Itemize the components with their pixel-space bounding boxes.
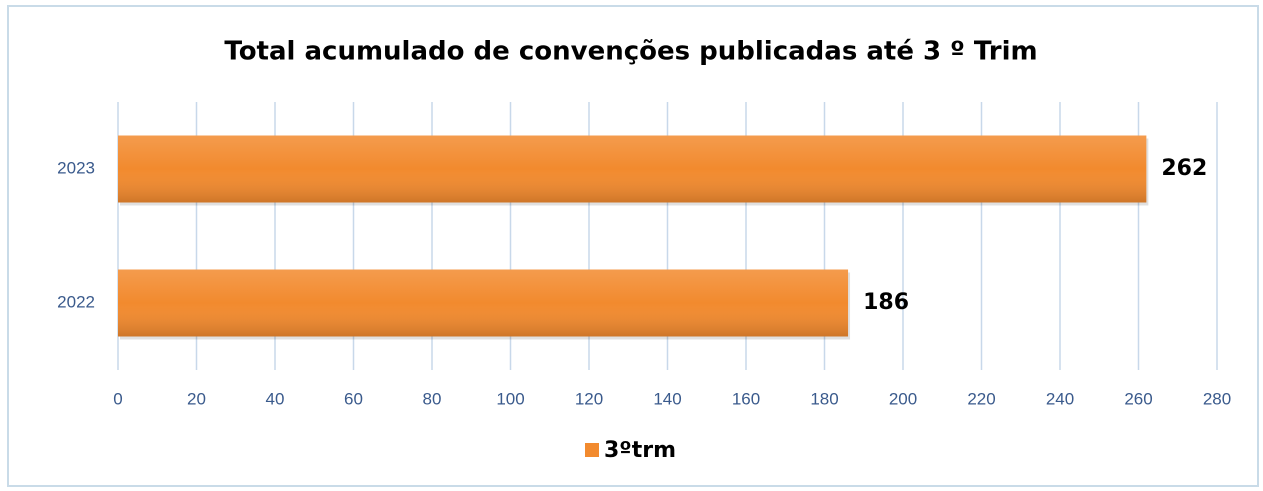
bar-shade — [118, 269, 849, 337]
x-tick-label: 200 — [889, 389, 917, 408]
value-label: 186 — [863, 290, 909, 315]
x-tick-label: 100 — [496, 389, 524, 408]
legend-swatch — [585, 443, 599, 457]
x-tick-label: 180 — [810, 389, 838, 408]
x-tick-label: 280 — [1203, 389, 1231, 408]
x-tick-label: 140 — [653, 389, 681, 408]
y-tick-label: 2023 — [57, 158, 95, 177]
x-tick-label: 160 — [732, 389, 760, 408]
x-tick-label: 120 — [575, 389, 603, 408]
chart-title: Total acumulado de convenções publicadas… — [224, 37, 1037, 67]
y-tick-label: 2022 — [57, 292, 95, 311]
x-tick-label: 240 — [1046, 389, 1074, 408]
x-tick-label: 20 — [187, 389, 206, 408]
bar-shade — [118, 135, 1147, 203]
x-tick-label: 260 — [1124, 389, 1152, 408]
chart-frame — [7, 5, 1259, 487]
x-tick-label: 60 — [344, 389, 363, 408]
x-tick-label: 40 — [266, 389, 285, 408]
legend-label: 3ºtrm — [604, 438, 676, 463]
value-label: 262 — [1161, 156, 1207, 181]
x-tick-label: 80 — [423, 389, 442, 408]
x-tick-label: 0 — [113, 389, 122, 408]
x-tick-label: 220 — [967, 389, 995, 408]
